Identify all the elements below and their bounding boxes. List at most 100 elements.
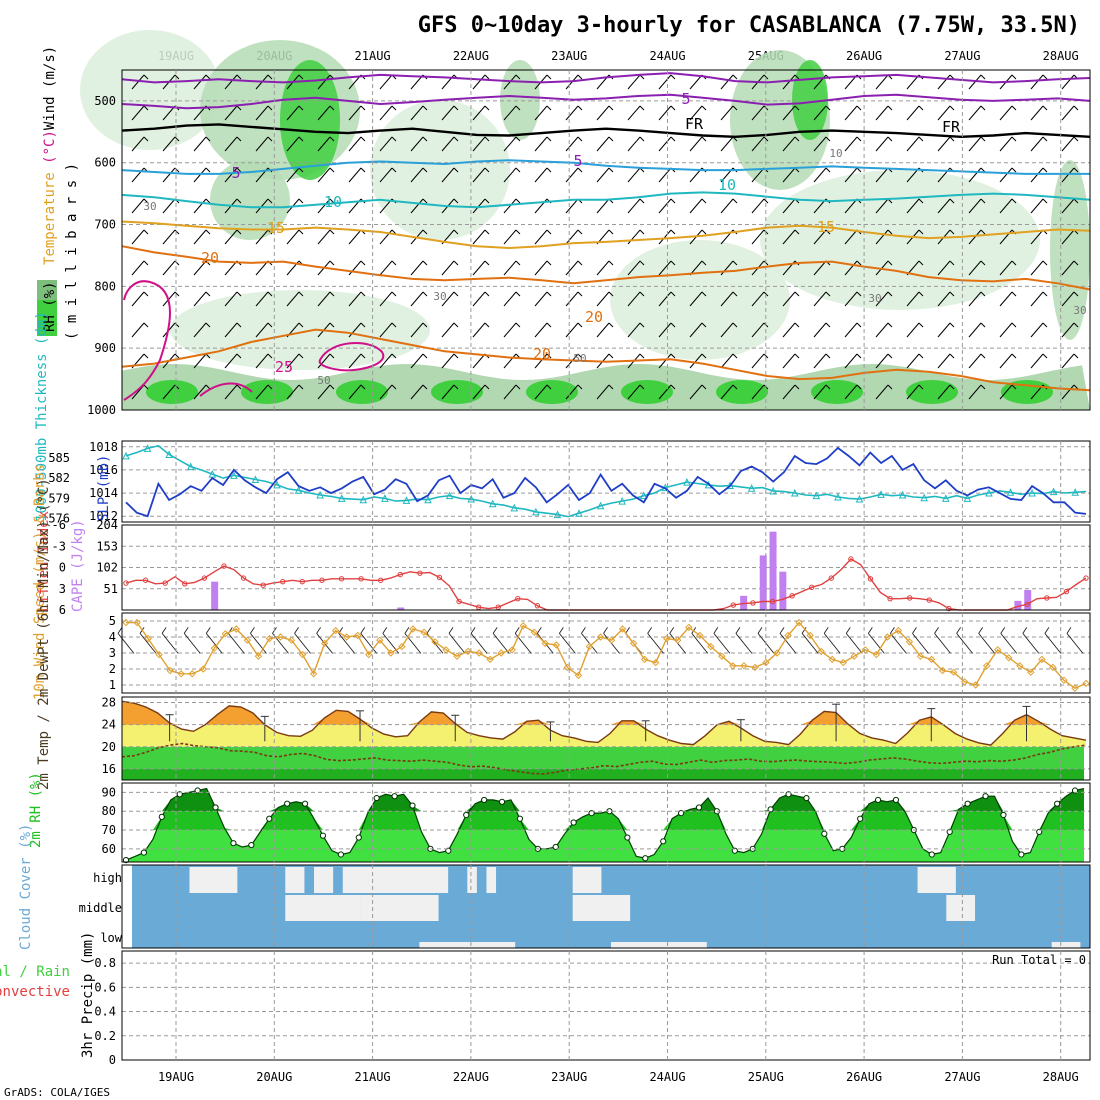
wind-barb-flag [236,322,242,328]
slp-line [125,446,1087,518]
rh-shading-bright [336,380,388,404]
wind-barb-shaft [751,353,765,369]
thickness-marker [553,510,562,519]
wind-barb-shaft [317,198,331,214]
wind-speed-marker [320,639,329,648]
wind-barb [224,384,242,400]
surface-wind-barb [117,633,135,654]
chart-title: GFS 0~10day 3-hourly for CASABLANCA (7.7… [418,13,1080,38]
wind-barb-shaft [689,322,703,338]
rh-shading [280,60,340,180]
surface-wind-barb [912,633,929,654]
lifted-index-marker [828,575,835,581]
wind-barb [844,291,862,307]
wind-barb [410,291,428,307]
wind-barb [596,167,614,183]
pressure-panel-frame [121,440,1091,523]
wind-speed-marker [387,649,395,657]
thickness-marker [985,488,993,497]
wind-barb-flag [949,322,955,328]
wind-barb-flag [918,291,924,297]
isotherm-fr [121,123,1091,139]
wind-barb-flag [1042,260,1048,266]
wind-barb-flag [949,291,955,297]
wind-barb-shaft [782,229,796,245]
wind-barb-flag [732,291,738,297]
wind-barb-shaft [968,136,982,152]
wind-barb-flag [329,260,335,266]
wind-speed-marker [949,668,958,676]
temperature-panel-frame [121,696,1091,781]
wind-barb [1061,136,1079,152]
wind-speed-marker [1071,684,1079,692]
isotherm-25 [199,382,253,397]
wind-barb-flag [236,291,242,297]
wind-barb-shaft [782,198,796,214]
wind-barb [317,136,335,152]
wind-barb [565,322,583,338]
wind-barb-flag [267,105,273,111]
wind-barb-flag [1042,105,1048,111]
thickness-tick-label: 582 [48,471,70,485]
wind-speed-marker [651,658,660,667]
cloud-clear-block [917,867,956,893]
cape-bar [759,555,767,610]
wind-barb-flag [1011,105,1017,111]
thickness-marker [790,488,799,497]
surface-wind-barb [1066,633,1084,654]
wind-barb-flag [701,105,707,111]
wind-barb-shaft [224,384,238,400]
thickness-marker [532,507,540,516]
thickness-marker [812,491,821,500]
rh-marker [248,841,255,849]
wind-barb [813,384,831,400]
lifted-index-marker [123,580,129,586]
surface-wind-barb [823,633,841,654]
wind-barb-flag [515,384,521,390]
wind-barb-shaft [255,322,269,338]
wind-barb-shaft [751,291,765,307]
surface-wind-barb-flag [890,627,895,634]
wind-barb [410,353,428,369]
wind-barb-flag [174,229,180,235]
wind-barb-flag [918,353,924,359]
wind-barb [782,353,800,369]
wind-barb-shaft [503,291,517,307]
wind-barb-shaft [472,167,486,183]
wind-barb [720,353,738,369]
wind-barb-flag [298,384,304,390]
wind-barb-flag [391,260,397,266]
wind-speed-marker [563,663,572,672]
lifted-index-marker [397,571,403,578]
surface-wind-barb-flag [536,627,542,634]
wind-speed-marker [1027,668,1035,676]
wind-barb-shaft [999,198,1013,214]
wind-barb [534,384,552,400]
wind-barb [596,322,614,338]
wind-barb-shaft [937,291,951,307]
wind-barb-flag [608,353,614,359]
wind-barb [565,291,583,307]
wind-barb-flag [329,167,335,173]
wind-tick-label: 1 [109,678,116,692]
thickness-marker [747,484,756,492]
wind-barb-flag [484,136,490,142]
wind-barb-shaft [193,353,207,369]
wind-barb-flag [794,291,800,297]
precip-tick-label: 0 [109,1053,116,1067]
wind-barb-shaft [410,136,424,152]
wind-speed-marker [122,618,130,627]
wind-barb-flag [763,353,769,359]
wind-barb [937,353,955,369]
wind-barb [534,136,552,152]
wind-barb [534,105,552,121]
date-label-top: 22AUG [453,49,489,63]
wind-barb-shaft [348,136,362,152]
temperature-legend-label: Temperature [42,164,58,265]
wind-barb-flag [794,384,800,390]
wind-barb-shaft [534,322,548,338]
wind-barb [1030,167,1048,183]
wind-barb-shaft [193,322,207,338]
wind-barb-flag [577,74,583,80]
wind-speed-marker [828,655,836,664]
